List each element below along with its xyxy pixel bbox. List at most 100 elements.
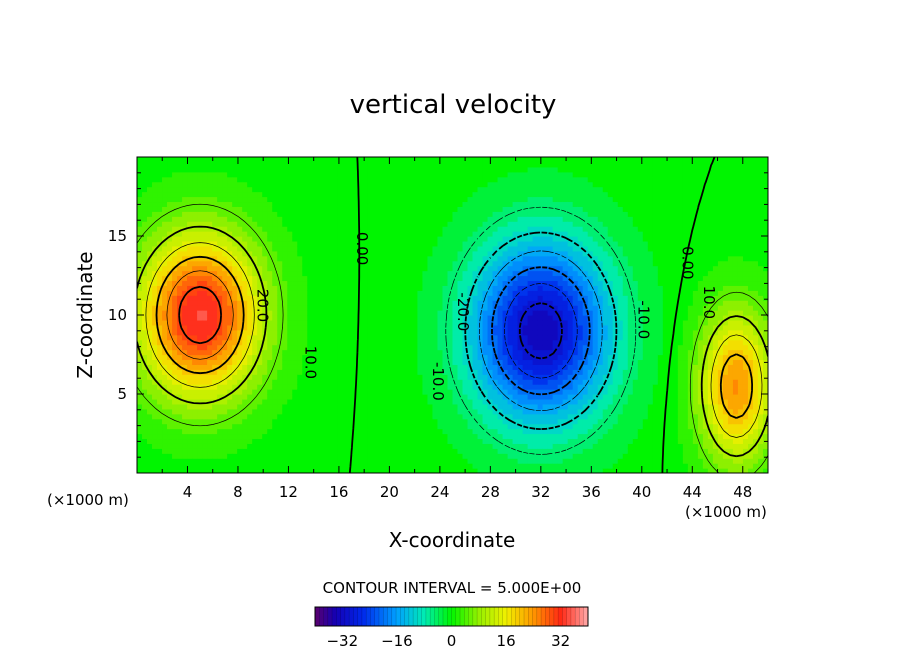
field-cell [262, 418, 268, 425]
field-cell [207, 176, 213, 183]
field-cell [392, 408, 399, 415]
field-cell [167, 310, 173, 316]
field-cell [522, 157, 529, 163]
field-cell [412, 413, 419, 420]
field-cell [187, 413, 193, 420]
field-cell [497, 349, 504, 356]
field-cell [417, 191, 424, 198]
field-cell [487, 221, 494, 227]
field-cell [397, 398, 404, 405]
field-cell [207, 408, 213, 415]
field-cell [467, 181, 474, 188]
field-cell [292, 176, 298, 183]
field-cell [327, 339, 333, 346]
field-cell [172, 413, 178, 420]
field-cell [232, 324, 238, 331]
field-cell [372, 240, 378, 247]
field-cell [452, 161, 459, 168]
field-cell [212, 221, 218, 227]
field-cell [397, 438, 404, 444]
field-cell [262, 374, 268, 380]
field-cell [352, 315, 358, 321]
field-cell [432, 191, 439, 198]
field-cell [152, 285, 158, 291]
field-cell [312, 463, 318, 469]
field-cell [282, 423, 288, 430]
field-cell [277, 398, 283, 405]
field-cell [327, 398, 333, 405]
field-cell [292, 211, 298, 217]
field-cell [522, 379, 529, 385]
field-cell [202, 458, 208, 464]
field-cell [432, 319, 439, 326]
field-cell [397, 250, 404, 257]
field-cell [487, 295, 494, 301]
field-cell [507, 191, 514, 198]
field-cell [167, 398, 173, 405]
field-cell [422, 408, 429, 415]
field-cell [267, 389, 273, 395]
field-cell [267, 295, 273, 301]
field-cell [447, 334, 454, 341]
field-cell [167, 280, 173, 286]
field-cell [197, 458, 203, 464]
field-cell [522, 166, 529, 173]
field-cell [392, 236, 399, 242]
field-cell [147, 423, 153, 430]
field-cell [397, 260, 404, 267]
field-cell [367, 433, 373, 440]
field-cell [207, 280, 213, 286]
field-cell [207, 379, 213, 385]
field-cell [477, 394, 484, 400]
field-cell [377, 285, 383, 291]
field-cell [317, 433, 323, 440]
field-cell [517, 196, 524, 203]
field-cell [177, 171, 183, 178]
field-cell [402, 448, 409, 454]
field-cell [372, 157, 378, 163]
field-cell [212, 236, 218, 242]
field-cell [457, 433, 464, 440]
field-cell [397, 468, 404, 473]
field-cell [512, 329, 519, 336]
field-cell [222, 418, 228, 425]
field-cell [217, 468, 223, 473]
field-cell [137, 260, 143, 267]
field-cell [342, 428, 348, 435]
field-cell [192, 428, 198, 435]
field-cell [502, 270, 509, 277]
field-cell [282, 206, 288, 212]
field-cell [202, 216, 208, 222]
field-cell [502, 438, 509, 444]
field-cell [197, 245, 203, 252]
field-cell [327, 176, 333, 183]
field-cell [452, 389, 459, 395]
field-cell [232, 231, 238, 237]
field-cell [452, 344, 459, 351]
field-cell [497, 369, 504, 375]
field-cell [252, 443, 258, 449]
field-cell [317, 280, 323, 286]
field-cell [297, 354, 303, 361]
field-cell [427, 359, 434, 365]
field-cell [492, 270, 499, 277]
field-cell [227, 315, 233, 321]
field-cell [447, 176, 454, 183]
field-cell [197, 236, 203, 242]
field-cell [347, 324, 353, 331]
field-cell [302, 166, 308, 173]
field-cell [222, 245, 228, 252]
field-cell [282, 236, 288, 242]
field-cell [497, 315, 504, 321]
field-cell [427, 226, 434, 232]
field-cell [437, 300, 444, 306]
field-cell [427, 453, 434, 459]
field-cell [182, 315, 188, 321]
field-cell [272, 319, 278, 326]
field-cell [442, 384, 449, 390]
field-cell [407, 408, 414, 415]
field-cell [197, 255, 203, 262]
field-cell [497, 389, 504, 395]
field-cell [362, 285, 368, 291]
field-cell [482, 196, 489, 203]
